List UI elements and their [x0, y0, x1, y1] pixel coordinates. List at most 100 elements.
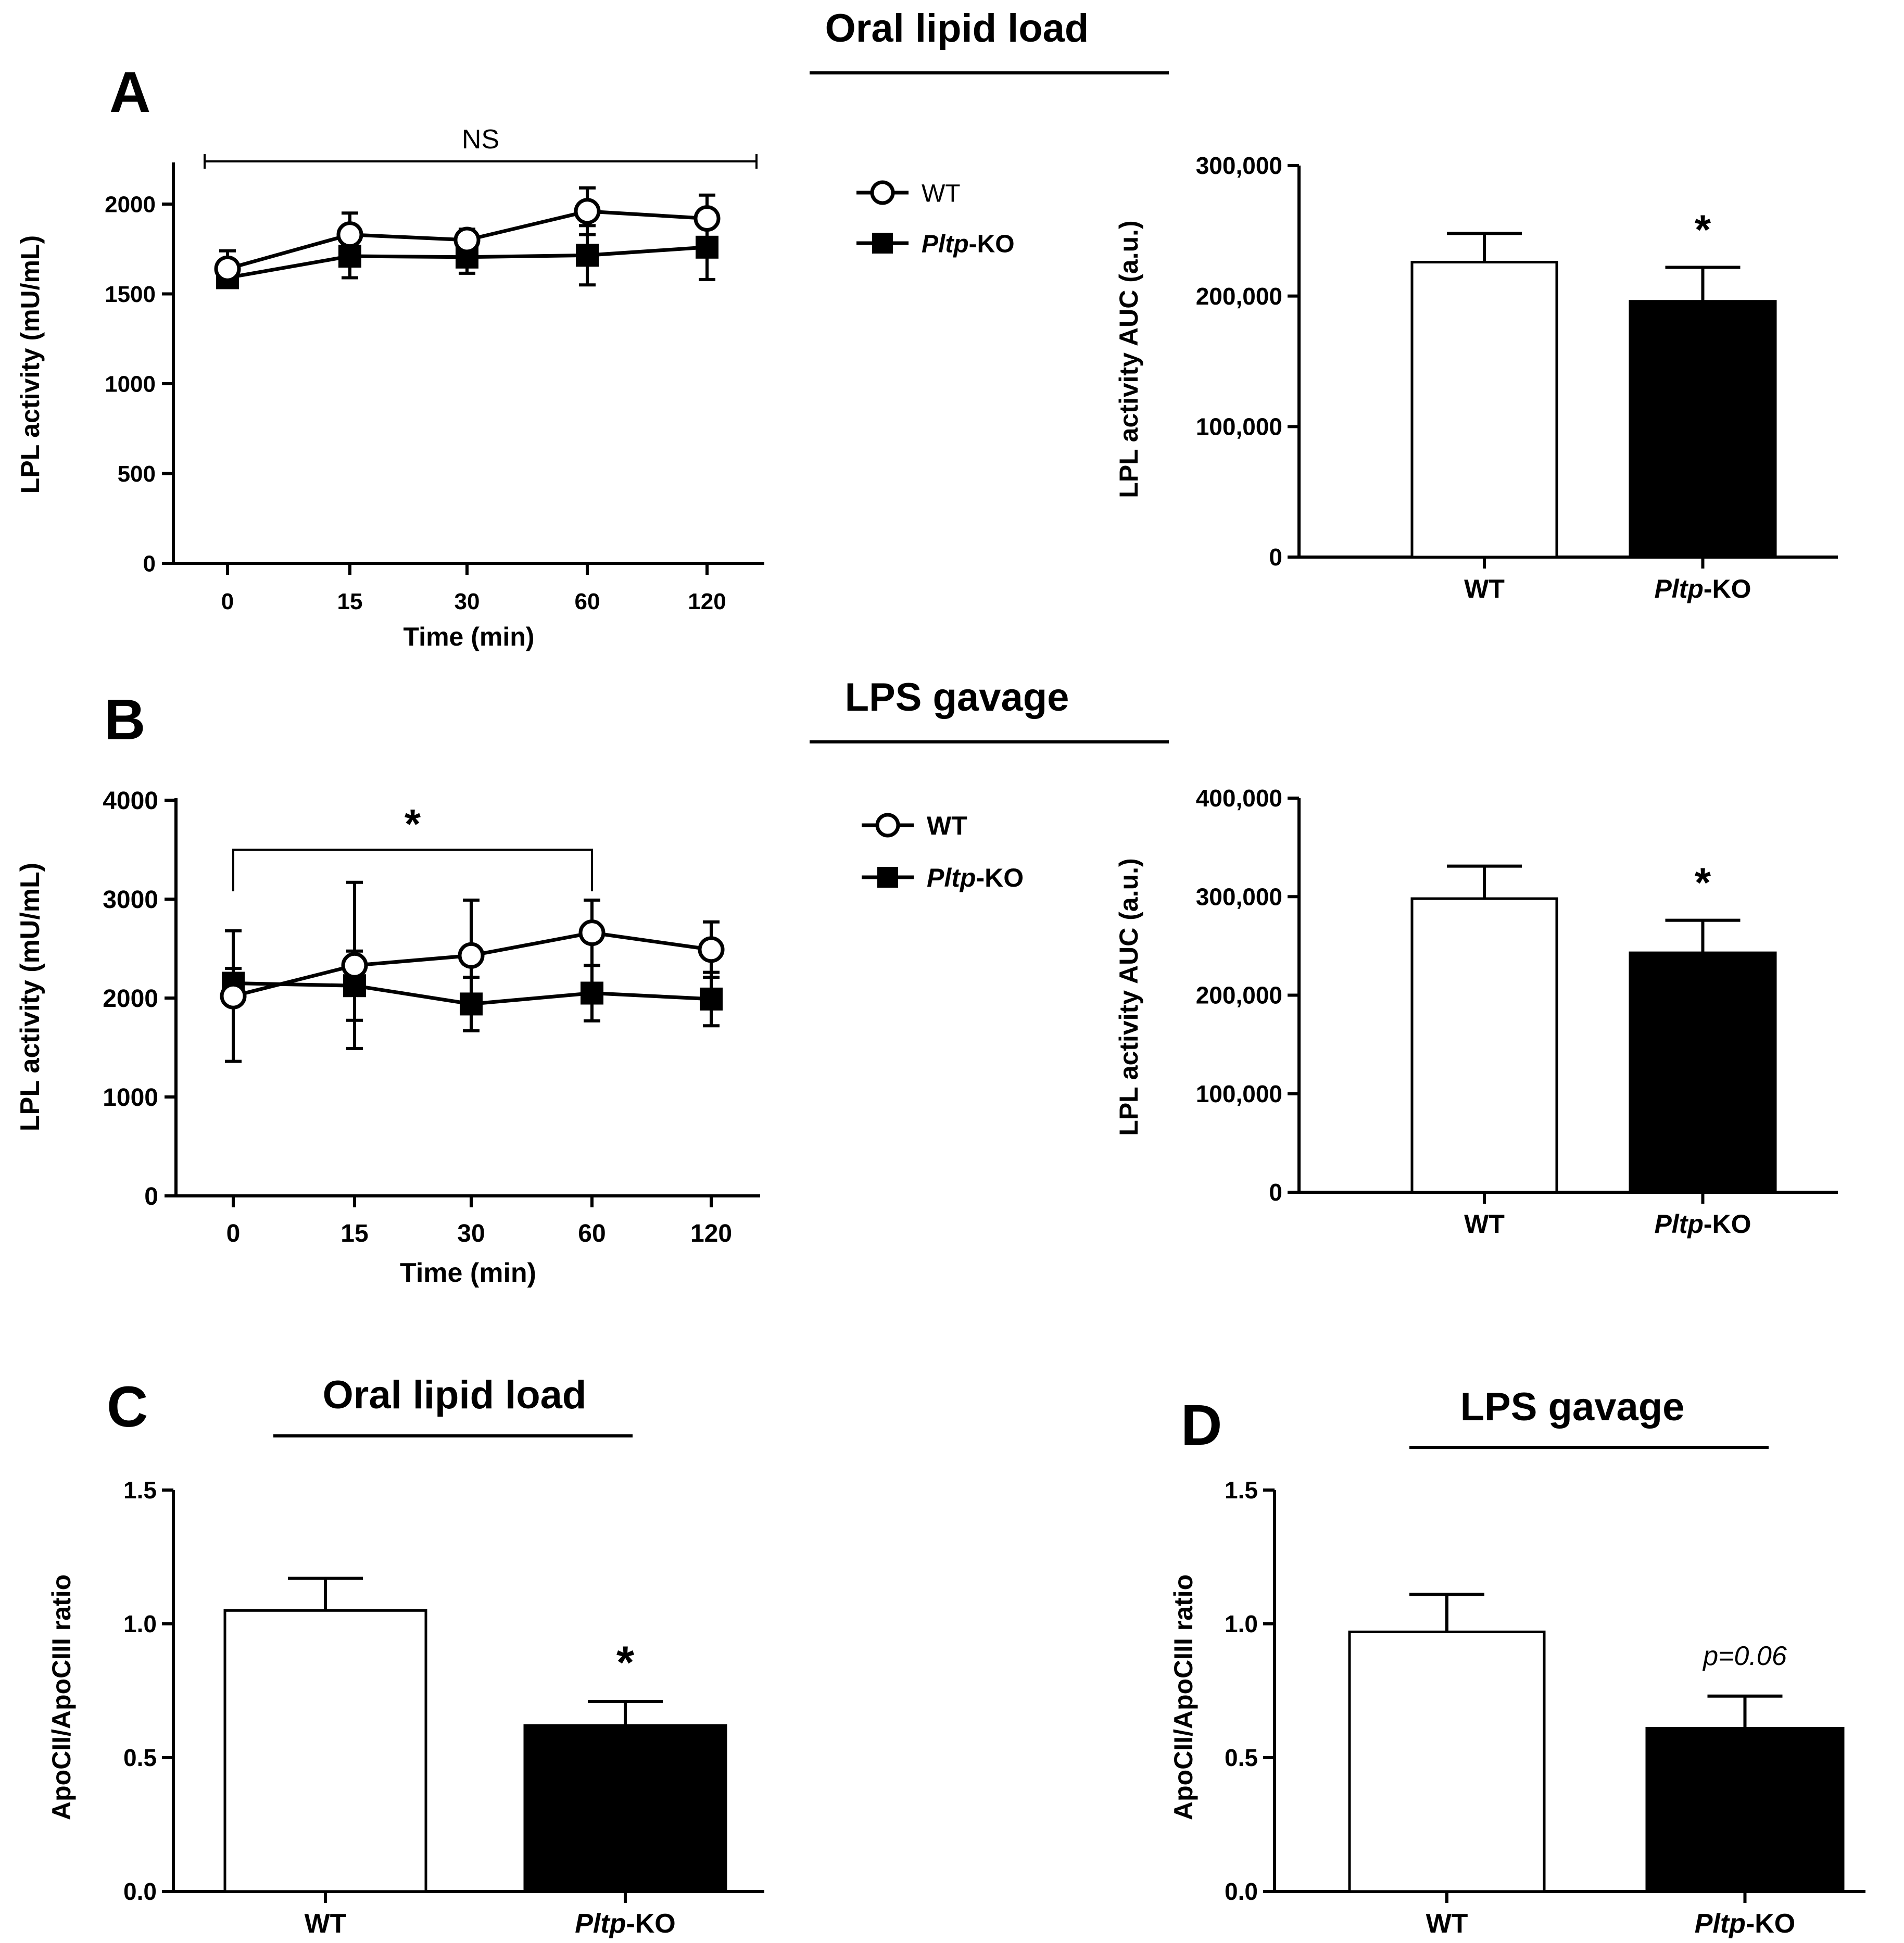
- panel-a-legend: WT Pltp-KO: [856, 180, 1015, 258]
- y-tick-label: 300,000: [1196, 883, 1282, 910]
- x-tick-label: 60: [578, 1220, 606, 1247]
- y-tick-label: 1000: [103, 1084, 158, 1112]
- legend-label-italic-part: Pltp: [927, 863, 976, 892]
- significance-label: *: [1695, 860, 1711, 906]
- x-axis-label: Time (min): [404, 622, 535, 651]
- y-tick-label: 0.0: [1225, 1878, 1258, 1905]
- legend-label: Pltp-KO: [927, 863, 1024, 892]
- x-tick-label: WT: [305, 1909, 347, 1939]
- legend-label-text-part: -KO: [976, 863, 1024, 892]
- legend-label-text-part: WT: [922, 180, 961, 207]
- y-tick-label: 100,000: [1196, 1080, 1282, 1107]
- x-tick-label: 15: [337, 589, 363, 614]
- y-axis-label: ApoCII/ApoCIII ratio: [1169, 1574, 1198, 1820]
- y-tick-label: 0: [1269, 1179, 1282, 1206]
- x-tick-label: WT: [1464, 574, 1505, 603]
- y-tick-label: 1500: [105, 282, 156, 307]
- legend-marker-wt: [870, 180, 895, 205]
- x-tick-label-text-part: WT: [1426, 1909, 1468, 1939]
- panel-a-title: Oral lipid load: [825, 6, 1089, 51]
- legend-label: WT: [922, 180, 961, 207]
- panel-d-title: LPS gavage: [1460, 1385, 1685, 1429]
- y-tick-label: 0.0: [123, 1878, 157, 1905]
- y-tick-label: 4000: [103, 787, 158, 815]
- y-tick-label: 1.5: [123, 1477, 157, 1504]
- bar-wt: [223, 1609, 427, 1893]
- y-tick-label: 0: [144, 1183, 158, 1210]
- panel-d-bar-chart: 0.0 0.5 1.0 1.5 ApoCII/ApoCIII ratio WT Pltp-K…: [1169, 1477, 1865, 1939]
- panel-b-line-chart: 0 1000 2000 3000 4000 0 15 30 60 120 Time (min) LPL…: [15, 787, 760, 1288]
- y-tick-label: 1.5: [1225, 1477, 1258, 1504]
- legend-label-text-part: -KO: [969, 230, 1015, 258]
- panel-letter-d: D: [1181, 1393, 1222, 1457]
- y-tick-label: 2000: [103, 985, 158, 1013]
- y-axis-label: LPL activity (mU/mL): [15, 863, 45, 1131]
- panel-letter-c: C: [107, 1375, 148, 1439]
- bar-pltp-ko: [1629, 951, 1777, 1194]
- bar-pltp-ko: [1645, 1726, 1845, 1893]
- data-point-wt: [574, 198, 601, 225]
- y-tick-label: 0.5: [123, 1744, 157, 1771]
- x-tick-label: 15: [341, 1220, 368, 1247]
- x-tick-label-text-part: -KO: [1704, 1209, 1751, 1239]
- panel-b-bar-chart: 0 100,000 200,000 300,000 400,000 LPL activit…: [1114, 785, 1838, 1239]
- y-tick-label: 0: [143, 551, 156, 576]
- x-tick-label-text-part: -KO: [1704, 574, 1751, 603]
- x-tick-label-italic-part: Pltp: [1654, 574, 1703, 603]
- y-tick-label: 200,000: [1196, 283, 1282, 310]
- x-tick-label-italic-part: Pltp: [1654, 1209, 1703, 1239]
- bar-pltp-ko: [1629, 300, 1777, 559]
- x-tick-label: Pltp-KO: [1654, 1209, 1751, 1239]
- x-tick-label-text-part: WT: [1464, 1209, 1505, 1239]
- y-tick-label: 1.0: [123, 1610, 157, 1637]
- legend-label: Pltp-KO: [922, 230, 1015, 258]
- significance-label: *: [1695, 207, 1711, 253]
- x-tick-label-italic-part: Pltp: [575, 1909, 626, 1939]
- y-tick-label: 1.0: [1225, 1610, 1258, 1637]
- x-tick-label: Pltp-KO: [575, 1909, 676, 1939]
- x-tick-label: 30: [457, 1220, 485, 1247]
- y-tick-label: 2000: [105, 192, 156, 217]
- legend-marker-pltp-ko: [877, 867, 898, 888]
- y-tick-label: 200,000: [1196, 982, 1282, 1009]
- x-tick-label: WT: [1426, 1909, 1468, 1939]
- x-tick-label-text-part: WT: [305, 1909, 347, 1939]
- panel-b-legend: WT Pltp-KO: [862, 811, 1024, 892]
- data-point-wt: [578, 919, 606, 947]
- panel-letter-b: B: [104, 688, 145, 752]
- legend-label: WT: [927, 811, 967, 840]
- y-axis-label: ApoCII/ApoCIII ratio: [47, 1574, 76, 1820]
- panel-letter-a: A: [109, 60, 150, 124]
- panel-c-bar-chart: 0.0 0.5 1.0 1.5 ApoCII/ApoCIII ratio WT Pltp-K…: [47, 1477, 764, 1939]
- x-tick-label: 0: [226, 1220, 241, 1247]
- x-tick-label: 0: [221, 589, 234, 614]
- significance-label: NS: [462, 124, 499, 155]
- panel-a-bar-chart: 0 100,000 200,000 300,000 LPL activity AUC (…: [1114, 152, 1838, 603]
- x-tick-label: WT: [1464, 1209, 1505, 1239]
- legend-label-text-part: WT: [927, 811, 967, 840]
- y-tick-label: 100,000: [1196, 413, 1282, 440]
- y-tick-label: 300,000: [1196, 152, 1282, 179]
- x-tick-label: 120: [688, 589, 726, 614]
- significance-label: *: [616, 1636, 635, 1688]
- x-tick-label: Pltp-KO: [1695, 1909, 1796, 1939]
- bar-wt: [1348, 1630, 1546, 1893]
- x-tick-label-text-part: WT: [1464, 574, 1505, 603]
- y-tick-label: 1000: [105, 371, 156, 397]
- data-point-wt: [220, 982, 247, 1010]
- y-axis-label: LPL activity AUC (a.u.): [1114, 220, 1143, 498]
- data-point-wt: [698, 936, 725, 963]
- x-tick-label-text-part: -KO: [1746, 1909, 1795, 1939]
- x-tick-label: Pltp-KO: [1654, 574, 1751, 603]
- panel-c-title: Oral lipid load: [323, 1373, 587, 1417]
- panel-b-title: LPS gavage: [845, 675, 1069, 720]
- data-point-wt: [336, 221, 363, 248]
- y-tick-label: 0.5: [1225, 1744, 1258, 1771]
- significance-label: p=0.06: [1702, 1641, 1787, 1671]
- y-axis-label: LPL activity AUC (a.u.): [1114, 858, 1143, 1135]
- x-tick-label-italic-part: Pltp: [1695, 1909, 1746, 1939]
- data-point-wt: [693, 205, 721, 232]
- y-tick-label: 3000: [103, 886, 158, 914]
- bar-wt: [1410, 260, 1558, 559]
